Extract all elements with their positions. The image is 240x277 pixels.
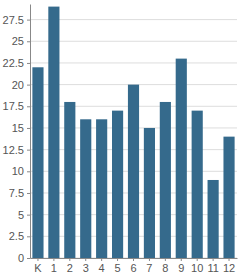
y-tick-mark xyxy=(27,106,30,107)
x-tick: 12 xyxy=(223,258,235,274)
x-axis: K123456789101112 xyxy=(31,258,238,274)
x-tick-mark xyxy=(85,258,86,261)
y-tick-mark xyxy=(27,215,30,216)
x-tick-mark xyxy=(101,258,102,261)
y-tick-mark xyxy=(27,171,30,172)
y-tick: 0 xyxy=(18,252,30,264)
x-tick-label: K xyxy=(34,262,42,274)
bar xyxy=(32,67,43,258)
y-tick-mark xyxy=(27,41,30,42)
x-tick-mark xyxy=(117,258,118,261)
x-tick: 1 xyxy=(51,258,57,274)
x-tick-label: 10 xyxy=(191,262,203,274)
bar xyxy=(176,59,187,258)
y-tick: 27.5 xyxy=(3,14,30,26)
x-tick-label: 2 xyxy=(67,262,73,274)
chart: 02.557.51012.51517.52022.52527.5K1234567… xyxy=(0,0,240,277)
y-tick-label: 5 xyxy=(18,209,24,221)
x-tick-mark xyxy=(181,258,182,261)
y-tick-label: 10 xyxy=(12,165,24,177)
y-tick-mark xyxy=(27,150,30,151)
bar xyxy=(192,111,203,258)
x-tick-label: 7 xyxy=(146,262,152,274)
x-tick-mark xyxy=(197,258,198,261)
y-tick-label: 22.5 xyxy=(3,57,24,69)
x-tick: 9 xyxy=(178,258,184,274)
y-tick-label: 20 xyxy=(12,79,24,91)
y-tick: 2.5 xyxy=(9,230,30,242)
x-tick-mark xyxy=(133,258,134,261)
grid-line xyxy=(30,62,237,63)
bar xyxy=(223,137,234,258)
x-tick: K xyxy=(34,258,42,274)
x-tick-mark xyxy=(213,258,214,261)
x-tick-label: 6 xyxy=(130,262,136,274)
y-tick-label: 27.5 xyxy=(3,14,24,26)
x-tick: 7 xyxy=(146,258,152,274)
y-axis: 0 2.5 5 7.5 10 12.5 15 17.5 20 22.5 25 27.5 xyxy=(3,5,31,265)
y-tick-mark xyxy=(27,193,30,194)
y-tick-label: 0 xyxy=(18,252,24,264)
x-tick-mark xyxy=(229,258,230,261)
grid xyxy=(30,20,237,258)
x-tick-label: 12 xyxy=(223,262,235,274)
bar xyxy=(144,128,155,258)
bar xyxy=(160,102,171,258)
y-tick-label: 25 xyxy=(12,35,24,47)
y-tick: 12.5 xyxy=(3,144,30,156)
grid-line xyxy=(30,19,237,20)
x-tick-mark xyxy=(165,258,166,261)
x-tick: 8 xyxy=(162,258,168,274)
x-tick: 2 xyxy=(67,258,73,274)
x-tick-mark xyxy=(37,258,38,261)
x-tick-label: 3 xyxy=(83,262,89,274)
x-tick-label: 9 xyxy=(178,262,184,274)
y-axis-line xyxy=(30,5,31,259)
y-tick-mark xyxy=(27,128,30,129)
y-tick: 5 xyxy=(18,209,30,221)
bar xyxy=(80,119,91,258)
x-tick-label: 4 xyxy=(99,262,105,274)
y-tick-mark xyxy=(27,20,30,21)
x-tick: 5 xyxy=(115,258,121,274)
bar xyxy=(208,180,219,258)
x-tick: 10 xyxy=(191,258,203,274)
bar xyxy=(112,111,123,258)
y-tick: 22.5 xyxy=(3,57,30,69)
x-tick-label: 8 xyxy=(162,262,168,274)
y-tick-label: 7.5 xyxy=(9,187,24,199)
y-tick-mark xyxy=(27,236,30,237)
y-tick: 25 xyxy=(12,35,30,47)
plot: 02.557.51012.51517.52022.52527.5K1234567… xyxy=(3,5,238,274)
x-tick-mark xyxy=(149,258,150,261)
bar xyxy=(96,119,107,258)
y-tick-mark xyxy=(27,63,30,64)
y-tick-label: 15 xyxy=(12,122,24,134)
y-tick-label: 2.5 xyxy=(9,230,24,242)
bar xyxy=(64,102,75,258)
bars xyxy=(32,7,234,258)
x-tick-label: 1 xyxy=(51,262,57,274)
x-tick-mark xyxy=(69,258,70,261)
y-tick-mark xyxy=(27,258,30,259)
x-tick-label: 11 xyxy=(207,262,218,274)
x-tick: 6 xyxy=(130,258,136,274)
y-tick-mark xyxy=(27,85,30,86)
x-tick-label: 5 xyxy=(115,262,121,274)
y-tick-label: 12.5 xyxy=(3,144,24,156)
x-tick: 3 xyxy=(83,258,89,274)
grid-line xyxy=(30,41,237,42)
bar xyxy=(48,7,59,258)
y-tick: 10 xyxy=(12,165,30,177)
y-tick: 20 xyxy=(12,79,30,91)
y-tick: 15 xyxy=(12,122,30,134)
x-tick-mark xyxy=(53,258,54,261)
y-tick-label: 17.5 xyxy=(3,100,24,112)
y-tick: 17.5 xyxy=(3,100,30,112)
x-tick: 11 xyxy=(207,258,218,274)
bar xyxy=(128,85,139,258)
y-tick: 7.5 xyxy=(9,187,30,199)
x-tick: 4 xyxy=(99,258,105,274)
